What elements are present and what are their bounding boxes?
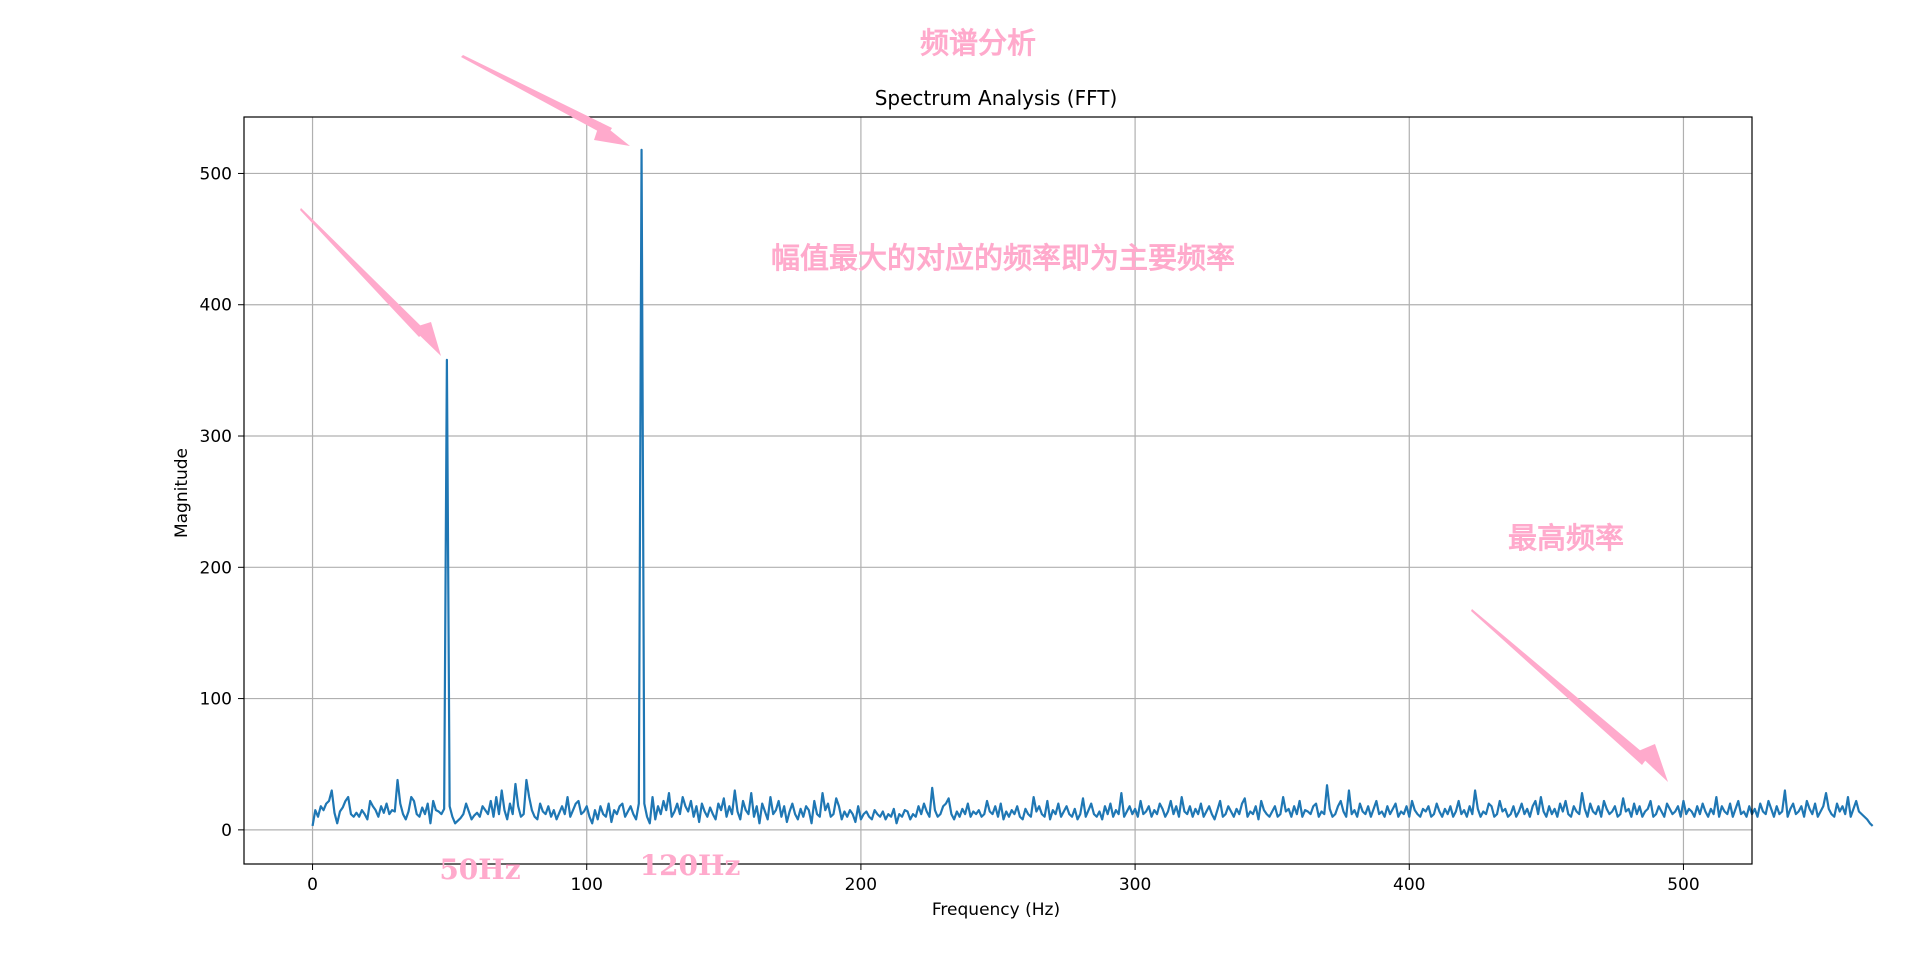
chart-title: Spectrum Analysis (FFT) <box>875 86 1118 110</box>
annotation-note: 幅值最大的对应的频率即为主要频率 <box>771 241 1235 275</box>
y-tick-label: 100 <box>200 690 232 710</box>
arrow-to-120hz-peak <box>461 55 630 146</box>
x-tick-label: 300 <box>1119 875 1151 895</box>
x-tick-label: 0 <box>307 875 318 895</box>
series-layer <box>311 148 1874 827</box>
x-tick-label: 500 <box>1667 875 1699 895</box>
y-tick-label: 500 <box>200 164 232 184</box>
x-tick-label: 200 <box>845 875 877 895</box>
annotation-max-frequency: 最高频率 <box>1508 521 1624 555</box>
x-tick-label: 400 <box>1393 875 1425 895</box>
x-axis-label: Frequency (Hz) <box>932 900 1060 920</box>
y-tick-label: 0 <box>221 821 232 841</box>
annotation-peak-50hz: 50Hz <box>439 853 520 886</box>
x-tick-label: 100 <box>571 875 603 895</box>
arrow-to-50hz-peak <box>300 208 441 356</box>
plot-frame <box>243 116 1753 865</box>
y-tick-label: 400 <box>200 296 232 316</box>
x-axis-ticks: 0 100 200 300 400 500 <box>307 864 1700 895</box>
y-tick-label: 300 <box>200 427 232 447</box>
grid <box>244 117 1752 864</box>
y-axis-ticks: 0 100 200 300 400 500 <box>200 164 244 841</box>
y-axis-label: Magnitude <box>172 448 192 538</box>
arrow-to-max-frequency <box>1471 609 1668 782</box>
spectrum-line <box>311 148 1874 827</box>
annotation-heading: 频谱分析 <box>920 26 1036 60</box>
annotation-peak-120hz: 120Hz <box>640 849 741 882</box>
y-tick-label: 200 <box>200 558 232 578</box>
